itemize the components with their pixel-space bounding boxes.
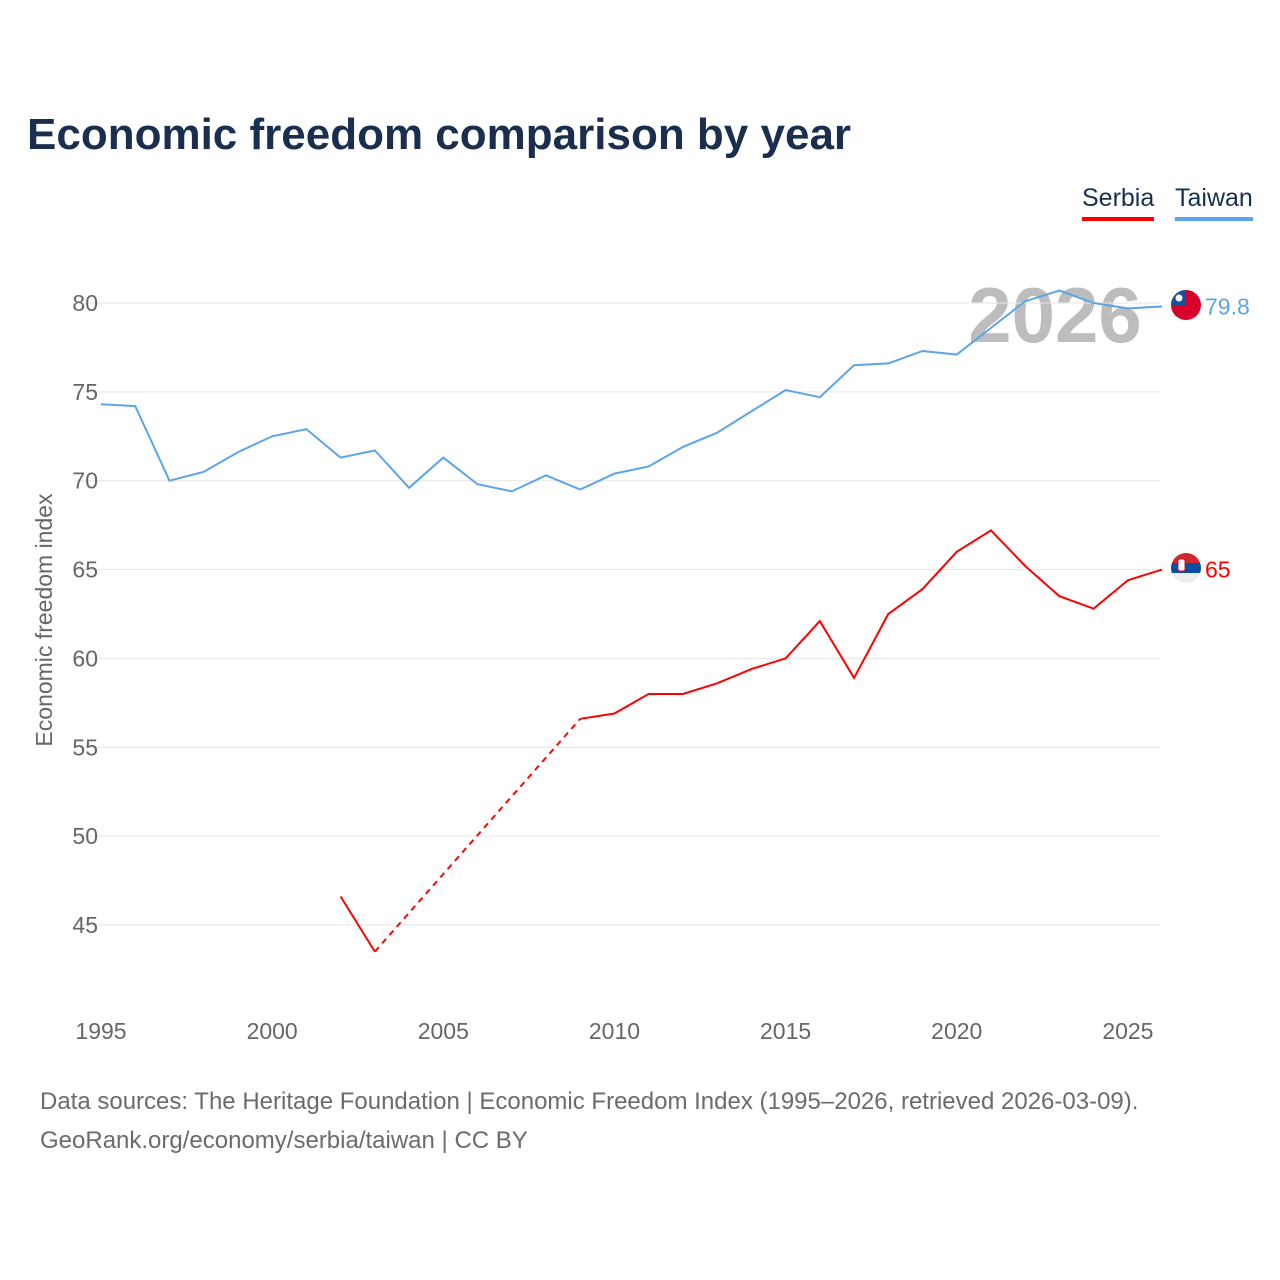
serbia-line[interactable] xyxy=(339,529,1163,953)
taiwan-flag-icon xyxy=(1171,290,1201,320)
x-tick-label: 2015 xyxy=(760,1018,811,1044)
taiwan-end-label: 79.8 xyxy=(1205,294,1250,320)
x-tick-label: 2000 xyxy=(247,1018,298,1044)
serbia-flag-icon xyxy=(1171,553,1201,583)
current-year-watermark: 2026 xyxy=(968,271,1142,359)
y-tick-label: 50 xyxy=(72,823,98,849)
y-tick-label: 70 xyxy=(72,468,98,494)
legend-taiwan[interactable]: Taiwan xyxy=(1175,184,1253,221)
footer-credit[interactable]: GeoRank.org/economy/serbia/taiwan | CC B… xyxy=(40,1127,528,1154)
footer-sources: Data sources: The Heritage Foundation | … xyxy=(40,1088,1139,1115)
y-tick-label: 80 xyxy=(72,290,98,316)
serbia-gap-line xyxy=(374,718,581,953)
x-tick-label: 1995 xyxy=(75,1018,126,1044)
y-tick-label: 45 xyxy=(72,912,98,938)
y-tick-label: 55 xyxy=(72,734,98,760)
serbia-end-label: 65 xyxy=(1205,557,1231,583)
x-tick-label: 2020 xyxy=(931,1018,982,1044)
taiwan-line[interactable] xyxy=(100,289,1163,493)
y-tick-label: 65 xyxy=(72,557,98,583)
y-tick-label: 60 xyxy=(72,645,98,671)
y-axis-label: Economic freedom index xyxy=(31,493,57,747)
x-tick-label: 2010 xyxy=(589,1018,640,1044)
chart-title: Economic freedom comparison by year xyxy=(27,110,852,159)
x-tick-label: 2025 xyxy=(1102,1018,1153,1044)
y-tick-label: 75 xyxy=(72,379,98,405)
legend-serbia[interactable]: Serbia xyxy=(1082,184,1155,221)
x-tick-label: 2005 xyxy=(418,1018,469,1044)
